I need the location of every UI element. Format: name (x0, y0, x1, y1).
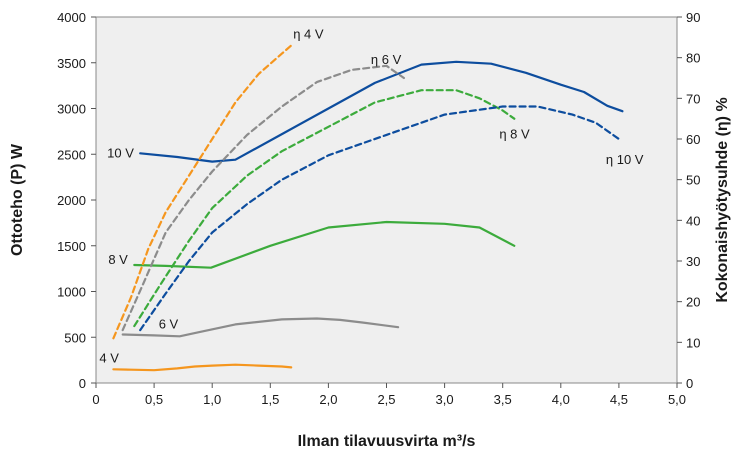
y2-tick-label: 10 (686, 335, 700, 350)
y2-axis-title: Kokonaishyötysuhde (η) % (714, 97, 731, 302)
y2-tick-label: 70 (686, 91, 700, 106)
series-label: 8 V (108, 252, 128, 267)
y2-tick-label: 20 (686, 295, 700, 310)
y-axis-ticks: 0 500 1000 1500 2000 2500 3000 3500 4000 (57, 10, 96, 391)
series-label: η 10 V (606, 152, 644, 167)
series-label: η 6 V (371, 52, 402, 67)
series-line-4-v (112, 44, 293, 340)
x-tick-label: 4,0 (552, 392, 570, 407)
x-axis-ticks: 0 0,5 1,0 1,5 2,0 2,5 3,0 3,5 4,0 4,5 5,0 (92, 383, 686, 407)
y2-tick-label: 80 (686, 51, 700, 66)
y2-axis-ticks: 0 10 20 30 40 50 60 70 80 90 (677, 10, 700, 391)
x-tick-label: 0 (92, 392, 99, 407)
x-tick-label: 1,0 (203, 392, 221, 407)
y-tick-label: 2000 (57, 193, 86, 208)
y-tick-label: 500 (64, 330, 86, 345)
y-tick-label: 3500 (57, 56, 86, 71)
y-tick-label: 2500 (57, 147, 86, 162)
y2-tick-label: 0 (686, 376, 693, 391)
series-line-8-v (133, 220, 516, 269)
series-label: η 4 V (293, 26, 324, 41)
series-layer (112, 44, 624, 372)
y2-tick-label: 50 (686, 173, 700, 188)
y-tick-label: 0 (79, 376, 86, 391)
y2-tick-label: 90 (686, 10, 700, 25)
x-tick-label: 2,5 (377, 392, 395, 407)
y-tick-label: 3000 (57, 102, 86, 117)
y-tick-label: 1000 (57, 285, 86, 300)
x-tick-label: 1,5 (261, 392, 279, 407)
series-line-10-v (139, 60, 624, 163)
y2-tick-label: 40 (686, 213, 700, 228)
x-tick-label: 0,5 (145, 392, 163, 407)
series-line-10-v (139, 105, 621, 332)
y-tick-label: 1500 (57, 239, 86, 254)
x-tick-label: 5,0 (668, 392, 686, 407)
series-line-4-v (112, 363, 293, 372)
series-label: 6 V (159, 317, 179, 332)
series-label: 10 V (107, 145, 134, 160)
series-line-6-v (121, 64, 405, 332)
series-line-6-v (121, 317, 400, 338)
y-axis-title: Ottoteho (P) W (9, 143, 26, 256)
y2-tick-label: 30 (686, 254, 700, 269)
x-tick-label: 3,0 (436, 392, 454, 407)
x-axis-title: Ilman tilavuusvirta m³/s (298, 433, 476, 450)
x-tick-label: 4,5 (610, 392, 628, 407)
x-tick-label: 2,0 (319, 392, 337, 407)
y-tick-label: 4000 (57, 10, 86, 25)
series-label: η 8 V (499, 127, 530, 142)
series-labels: 4 V 6 V 8 V 10 V η 4 V η 6 V η 8 V η 10 V (99, 26, 643, 365)
plot-area (95, 16, 678, 384)
y2-tick-label: 60 (686, 132, 700, 147)
x-tick-label: 3,5 (494, 392, 512, 407)
series-line-8-v (133, 89, 516, 328)
series-label: 4 V (99, 350, 119, 365)
